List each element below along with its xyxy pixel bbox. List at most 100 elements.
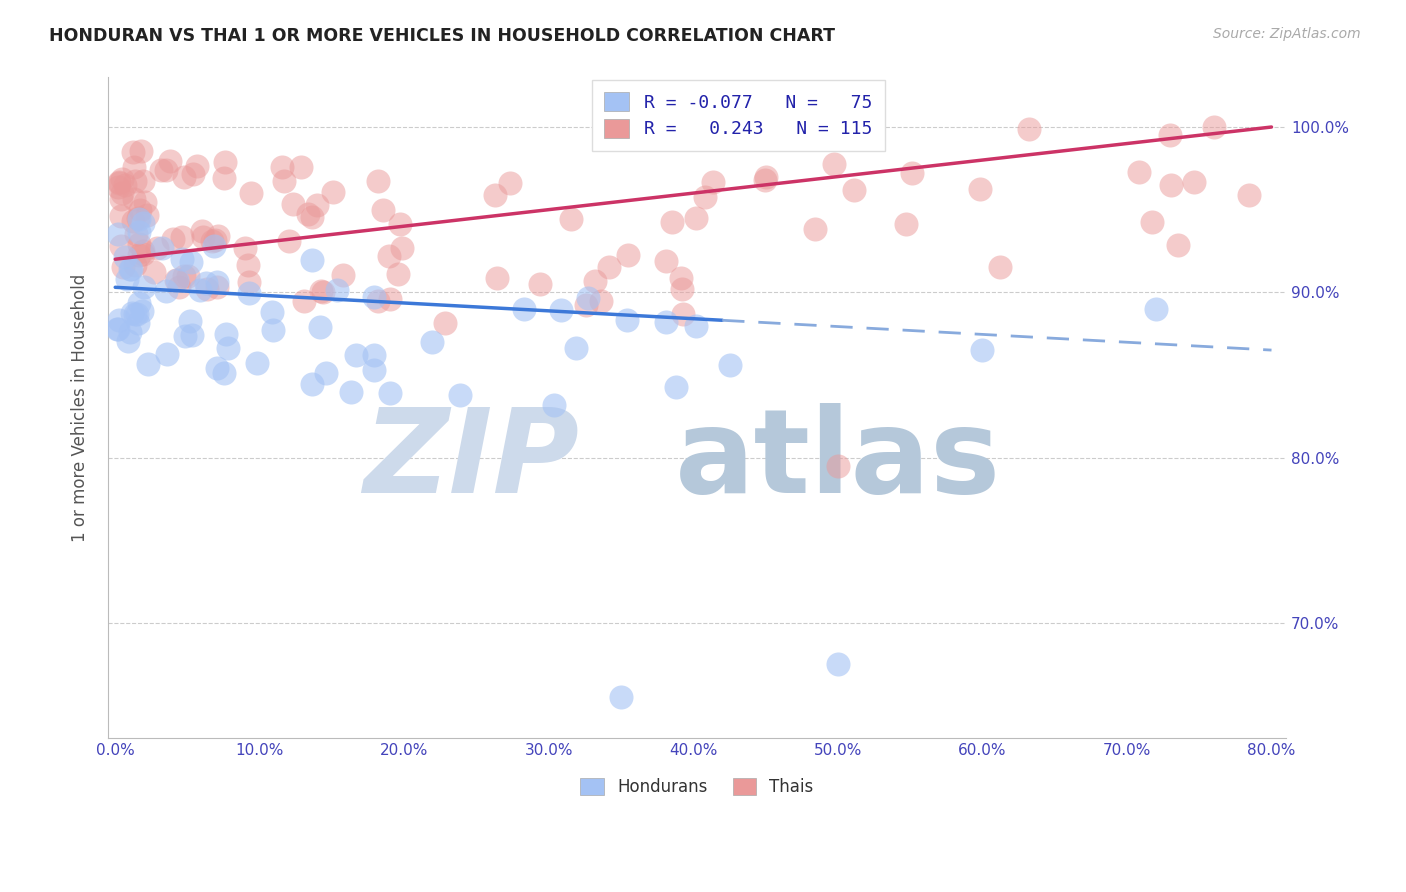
Point bbox=[195, 276, 218, 290]
Point bbox=[179, 314, 201, 328]
Point bbox=[162, 232, 184, 246]
Point bbox=[128, 202, 150, 217]
Point bbox=[132, 280, 155, 294]
Point bbox=[124, 174, 146, 188]
Point bbox=[598, 260, 620, 274]
Point bbox=[262, 323, 284, 337]
Point bbox=[486, 271, 509, 285]
Point bbox=[420, 334, 443, 349]
Point bbox=[188, 283, 211, 297]
Point bbox=[205, 279, 228, 293]
Point bbox=[260, 304, 283, 318]
Point bbox=[301, 211, 323, 225]
Point bbox=[117, 334, 139, 348]
Point bbox=[378, 292, 401, 306]
Point bbox=[576, 291, 599, 305]
Point bbox=[122, 192, 145, 206]
Point bbox=[309, 320, 332, 334]
Point bbox=[205, 275, 228, 289]
Point bbox=[235, 241, 257, 255]
Point bbox=[301, 252, 323, 267]
Point bbox=[114, 250, 136, 264]
Text: HONDURAN VS THAI 1 OR MORE VEHICLES IN HOUSEHOLD CORRELATION CHART: HONDURAN VS THAI 1 OR MORE VEHICLES IN H… bbox=[49, 27, 835, 45]
Point bbox=[246, 356, 269, 370]
Point bbox=[387, 268, 409, 282]
Point bbox=[214, 326, 236, 341]
Point bbox=[309, 284, 332, 298]
Point bbox=[363, 290, 385, 304]
Point bbox=[131, 145, 153, 159]
Point bbox=[1167, 238, 1189, 252]
Point bbox=[238, 286, 260, 301]
Point bbox=[693, 190, 716, 204]
Point bbox=[565, 341, 588, 355]
Point bbox=[110, 239, 132, 253]
Point bbox=[277, 234, 299, 248]
Point bbox=[685, 319, 707, 334]
Point bbox=[377, 249, 399, 263]
Point bbox=[610, 690, 633, 705]
Point bbox=[156, 347, 179, 361]
Point bbox=[105, 322, 128, 336]
Point bbox=[204, 233, 226, 247]
Point bbox=[367, 294, 389, 309]
Point bbox=[844, 183, 866, 197]
Point bbox=[550, 302, 572, 317]
Point bbox=[449, 387, 471, 401]
Point bbox=[122, 214, 145, 228]
Point bbox=[754, 173, 776, 187]
Point bbox=[177, 269, 200, 284]
Point bbox=[543, 398, 565, 412]
Point bbox=[125, 227, 148, 241]
Point bbox=[702, 175, 724, 189]
Point bbox=[131, 247, 153, 261]
Point bbox=[1159, 128, 1181, 143]
Point bbox=[281, 197, 304, 211]
Point bbox=[155, 284, 177, 298]
Point bbox=[238, 275, 260, 289]
Point bbox=[654, 254, 676, 268]
Point bbox=[669, 270, 692, 285]
Point bbox=[755, 170, 778, 185]
Point bbox=[150, 241, 173, 255]
Point bbox=[969, 182, 991, 196]
Point bbox=[143, 265, 166, 279]
Point bbox=[214, 154, 236, 169]
Point bbox=[529, 277, 551, 291]
Y-axis label: 1 or more Vehicles in Household: 1 or more Vehicles in Household bbox=[72, 274, 89, 542]
Point bbox=[560, 211, 582, 226]
Point bbox=[107, 175, 129, 189]
Point bbox=[1237, 188, 1260, 202]
Point bbox=[186, 159, 208, 173]
Point bbox=[484, 188, 506, 202]
Point bbox=[1142, 215, 1164, 229]
Point bbox=[290, 160, 312, 174]
Point bbox=[207, 228, 229, 243]
Point bbox=[191, 229, 214, 244]
Point bbox=[332, 268, 354, 282]
Point bbox=[238, 258, 260, 272]
Point bbox=[718, 358, 741, 372]
Point bbox=[128, 296, 150, 310]
Point bbox=[212, 366, 235, 380]
Point bbox=[107, 322, 129, 336]
Point bbox=[1018, 122, 1040, 136]
Point bbox=[326, 284, 349, 298]
Point bbox=[339, 385, 361, 400]
Point bbox=[823, 156, 845, 170]
Point bbox=[128, 248, 150, 262]
Point bbox=[128, 226, 150, 240]
Point bbox=[173, 170, 195, 185]
Point bbox=[120, 261, 142, 276]
Point bbox=[191, 224, 214, 238]
Point bbox=[108, 312, 131, 326]
Point bbox=[128, 212, 150, 227]
Point bbox=[583, 274, 606, 288]
Point bbox=[616, 313, 638, 327]
Point bbox=[107, 227, 129, 241]
Point bbox=[239, 186, 262, 200]
Point bbox=[1160, 178, 1182, 192]
Point bbox=[389, 217, 412, 231]
Legend: Hondurans, Thais: Hondurans, Thais bbox=[574, 772, 820, 803]
Point bbox=[127, 316, 149, 330]
